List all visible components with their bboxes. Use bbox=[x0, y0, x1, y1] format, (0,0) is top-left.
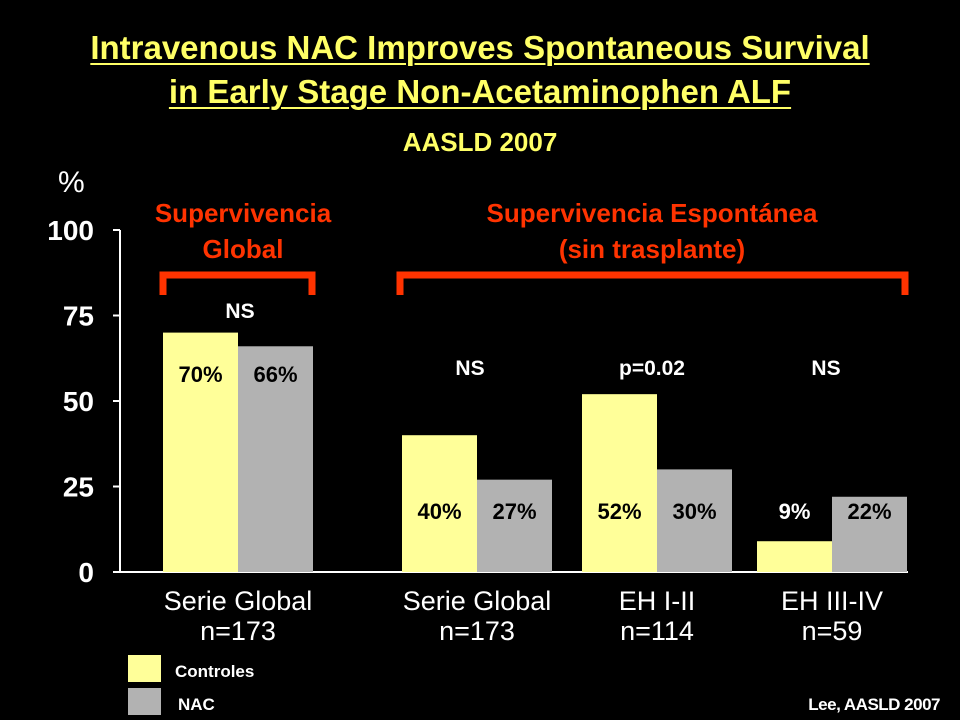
y-tick-label: 25 bbox=[63, 472, 94, 503]
bar-nac bbox=[238, 346, 313, 572]
y-tick-label: 100 bbox=[47, 215, 94, 246]
category-label-line-1: EH I-II bbox=[619, 586, 696, 616]
category-label-line-2: n=173 bbox=[439, 616, 515, 646]
data-label: 70% bbox=[178, 362, 222, 387]
group-header-line-2: Global bbox=[203, 234, 284, 264]
category-label-line-2: n=114 bbox=[620, 616, 694, 646]
data-label: 40% bbox=[417, 499, 461, 524]
y-tick-label: 75 bbox=[63, 301, 94, 332]
bar-controles bbox=[582, 394, 657, 572]
y-tick-label: 50 bbox=[63, 386, 94, 417]
bar-nac bbox=[832, 496, 907, 572]
bar-controles bbox=[402, 435, 477, 572]
data-label: 66% bbox=[253, 362, 297, 387]
bar-controles bbox=[163, 332, 238, 572]
significance-label: p=0.02 bbox=[619, 357, 685, 380]
y-tick-label: 0 bbox=[78, 557, 94, 588]
group-header-line-1: Supervivencia bbox=[155, 198, 332, 228]
group-header-line-2: (sin trasplante) bbox=[559, 234, 745, 264]
group-bracket bbox=[159, 271, 316, 295]
category-label-line-2: n=59 bbox=[802, 616, 863, 646]
data-label: 30% bbox=[672, 499, 716, 524]
group-header-line-1: Supervivencia Espontánea bbox=[487, 198, 818, 228]
data-label: 27% bbox=[492, 499, 536, 524]
data-label: 22% bbox=[847, 499, 891, 524]
data-label: 9% bbox=[779, 499, 811, 524]
legend-label: Controles bbox=[175, 662, 254, 681]
significance-label: NS bbox=[455, 357, 484, 380]
category-label-line-1: EH III-IV bbox=[781, 586, 883, 616]
source-citation: Lee, AASLD 2007 bbox=[808, 695, 940, 714]
legend-swatch-controles bbox=[128, 655, 161, 682]
slide-title-line-2: in Early Stage Non-Acetaminophen ALF bbox=[168, 73, 792, 110]
bar-nac bbox=[657, 469, 732, 572]
bar-controles bbox=[757, 541, 832, 572]
category-label-line-2: n=173 bbox=[200, 616, 276, 646]
category-label-line-1: Serie Global bbox=[403, 586, 552, 616]
group-bracket bbox=[396, 271, 909, 295]
significance-label: NS bbox=[811, 357, 840, 380]
slide-title-line-1: Intravenous NAC Improves Spontaneous Sur… bbox=[90, 29, 870, 66]
significance-label: NS bbox=[225, 300, 254, 323]
legend-label: NAC bbox=[178, 695, 215, 714]
data-label: 52% bbox=[597, 499, 641, 524]
y-axis-label: % bbox=[58, 166, 85, 199]
category-label-line-1: Serie Global bbox=[164, 586, 313, 616]
slide-subtitle: AASLD 2007 bbox=[402, 127, 558, 157]
bar-nac bbox=[477, 479, 552, 572]
legend-swatch-nac bbox=[128, 688, 161, 715]
